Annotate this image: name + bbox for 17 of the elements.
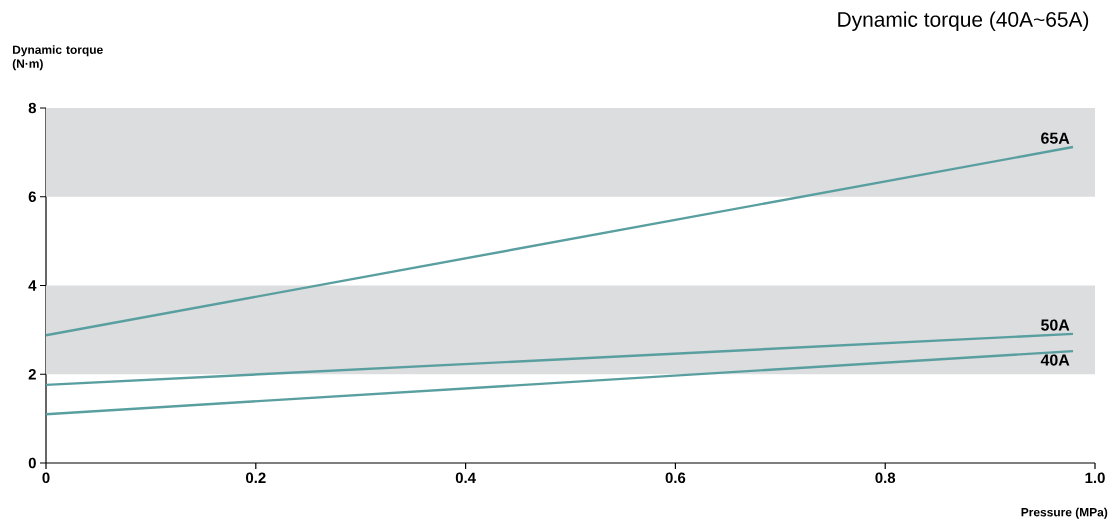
y-tick-label: 4	[28, 280, 37, 291]
x-tick-label: 0	[42, 472, 50, 484]
x-tick-label: 1.0	[1085, 472, 1105, 484]
series-label: 40A	[1040, 354, 1070, 366]
x-tick-label: 0.8	[875, 472, 896, 484]
chart-title: Dynamic torque (40A~65A)	[838, 11, 1089, 32]
y-tick-label: 2	[28, 369, 36, 380]
series-label: 65A	[1041, 132, 1070, 144]
x-axis-title: Pressure (MPa)	[1021, 507, 1108, 519]
y-axis-title: Dynamic torque (N·m)	[12, 45, 103, 71]
x-tick-label: 0.4	[455, 472, 476, 484]
x-tick-label: 0.6	[665, 472, 686, 484]
x-tick-label: 0.2	[246, 472, 266, 484]
y-tick-label: 0	[28, 457, 36, 469]
series-label: 50A	[1041, 319, 1070, 331]
y-tick-label: 8	[28, 102, 37, 114]
y-tick-label: 6	[28, 191, 36, 203]
